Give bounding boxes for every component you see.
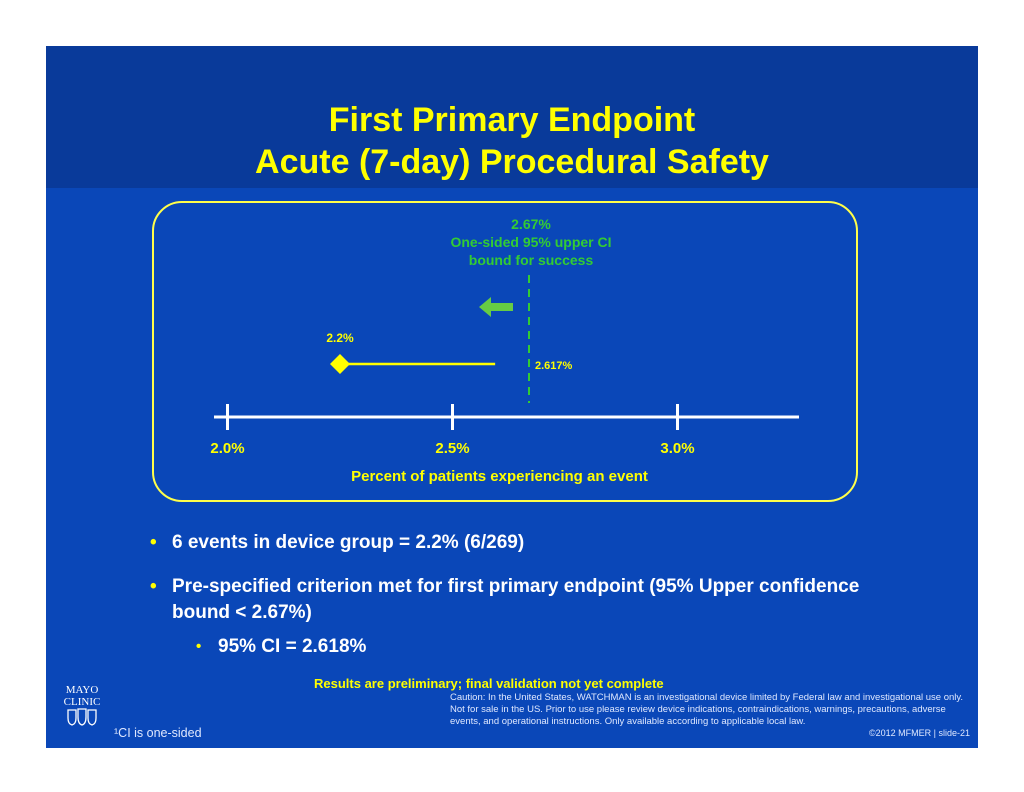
point-estimate-marker xyxy=(330,354,350,374)
threshold-label: One-sided 95% upper CI xyxy=(450,234,611,250)
results-note: Results are preliminary; final validatio… xyxy=(314,676,664,691)
forest-plot: 2.0% 2.5% 3.0% Percent of patients experien… xyxy=(210,216,799,485)
bullet-text: Pre-specified criterion met for first pr… xyxy=(172,576,860,623)
caution-text: Caution: In the United States, WATCHMAN … xyxy=(450,692,964,727)
mayo-shields-icon xyxy=(67,708,97,726)
bullet-marker: • xyxy=(150,576,157,597)
left-arrow-icon xyxy=(479,297,513,317)
ci-upper-label: 2.617% xyxy=(535,360,573,372)
x-tick-label: 3.0% xyxy=(660,440,694,457)
slide-title-line2: Acute (7-day) Procedural Safety xyxy=(255,143,769,181)
title-band: First Primary Endpoint Acute (7-day) Pro… xyxy=(46,46,978,188)
logo-line2: CLINIC xyxy=(63,696,101,708)
slide-title-line1: First Primary Endpoint xyxy=(328,101,696,139)
bullet-marker: • xyxy=(150,532,157,553)
x-tick-label: 2.0% xyxy=(210,440,244,457)
x-tick-label: 2.5% xyxy=(435,440,469,457)
bullet-marker: • xyxy=(196,638,202,655)
copyright: ©2012 MFMER | slide-21 xyxy=(868,728,970,738)
x-axis-label: Percent of patients experiencing an even… xyxy=(351,468,648,485)
slide: First Primary Endpoint Acute (7-day) Pro… xyxy=(46,46,978,748)
mayo-clinic-logo: MAYO CLINIC xyxy=(56,684,108,729)
bullet-text: 95% CI = 2.618% xyxy=(218,636,367,657)
threshold-label: 2.67% xyxy=(511,216,551,232)
footnote: ¹CI is one-sided xyxy=(114,726,202,740)
bullet-text: 6 events in device group = 2.2% (6/269) xyxy=(172,532,525,553)
logo-line1: MAYO xyxy=(65,684,99,696)
chart-frame: 2.0% 2.5% 3.0% Percent of patients experien… xyxy=(152,201,858,502)
point-estimate-label: 2.2% xyxy=(326,331,354,345)
threshold-label: bound for success xyxy=(469,252,594,268)
